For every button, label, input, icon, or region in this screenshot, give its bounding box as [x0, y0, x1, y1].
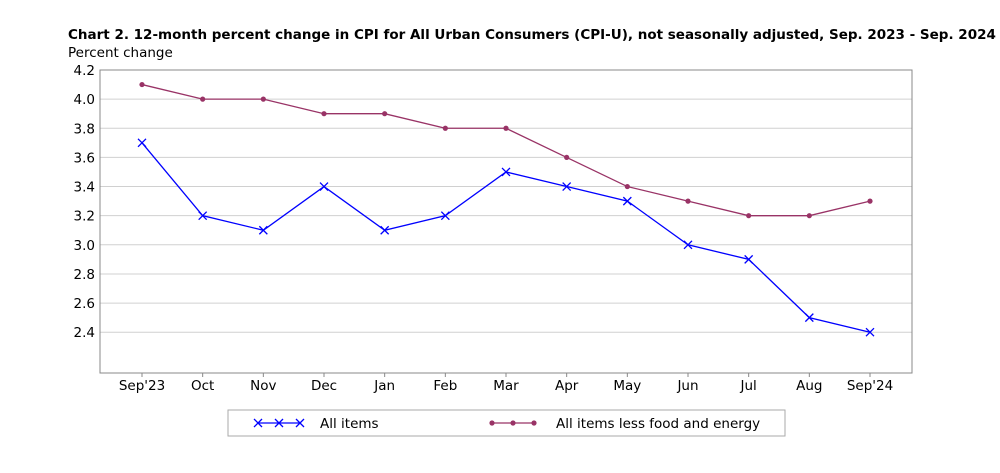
data-point-x-marker: [804, 313, 814, 323]
y-tick-label: 3.0: [74, 238, 95, 254]
data-point-dot-marker: [510, 420, 516, 426]
data-point-dot-marker: [503, 125, 509, 131]
y-tick-label: 4.0: [74, 92, 95, 108]
legend-item: All items less food and energy: [489, 416, 760, 432]
x-tick-label: Oct: [191, 378, 214, 394]
data-point-x-marker: [865, 327, 875, 337]
data-point-x-marker: [198, 211, 208, 221]
x-tick-label: Jan: [373, 378, 395, 394]
data-point-dot-marker: [685, 198, 691, 204]
data-point-dot-marker: [806, 213, 812, 219]
data-point-x-marker: [274, 418, 284, 428]
series-line: [141, 83, 871, 217]
x-tick-label: Sep'24: [847, 378, 893, 394]
data-point-dot-marker: [442, 125, 448, 131]
x-tick-label: Aug: [796, 378, 822, 394]
y-tick-label: 3.4: [74, 180, 95, 196]
gridlines: [100, 69, 912, 333]
data-point-x-marker: [319, 182, 329, 191]
y-tick-label: 2.4: [74, 325, 95, 341]
data-point-x-marker: [744, 254, 754, 264]
data-point-x-marker: [380, 225, 390, 235]
series-group: [137, 81, 875, 337]
y-tick-label: 3.6: [74, 150, 95, 166]
x-tick-label: Mar: [493, 378, 519, 394]
data-point-dot-marker: [867, 198, 873, 204]
x-tick-label: Jul: [740, 378, 757, 394]
x-tick-label: Jun: [676, 378, 698, 394]
data-point-x-marker: [562, 182, 572, 191]
data-point-dot-marker: [531, 420, 537, 426]
x-tick-label: May: [613, 378, 641, 394]
data-point-dot-marker: [564, 154, 570, 161]
legend-item: All items: [253, 416, 379, 432]
x-tick-label: Dec: [311, 378, 337, 394]
chart-title: Chart 2. 12-month percent change in CPI …: [68, 27, 996, 43]
data-point-dot-marker: [489, 420, 495, 426]
data-point-x-marker: [440, 211, 450, 221]
data-point-x-marker: [258, 225, 268, 235]
data-point-x-marker: [683, 240, 693, 250]
y-axis-ticks: 2.4 2.6 2.8 3.0 3.2 3.4 3.6 3.8 4.0 4.2: [74, 63, 95, 341]
data-point-dot-marker: [260, 96, 266, 102]
data-point-dot-marker: [746, 213, 752, 219]
y-tick-label: 4.2: [74, 63, 95, 79]
data-point-dot-marker: [321, 111, 327, 117]
legend-label: All items less food and energy: [556, 416, 760, 432]
y-axis-label: Percent change: [68, 45, 173, 61]
x-tick-label: Apr: [555, 378, 579, 394]
x-tick-label: Sep'23: [119, 378, 165, 394]
data-point-dot-marker: [382, 111, 388, 117]
data-point-dot-marker: [200, 96, 206, 102]
y-tick-label: 2.6: [74, 296, 95, 312]
legend: All items All items less food and energy: [227, 409, 786, 437]
y-tick-label: 3.8: [74, 121, 95, 137]
x-axis-ticks: Sep'23 Oct Nov Dec Jan Feb Mar Apr May Jun Jul Aug S…: [119, 373, 893, 394]
data-point-x-marker: [253, 418, 263, 428]
data-point-dot-marker: [139, 81, 145, 88]
x-tick-label: Nov: [250, 378, 276, 394]
plot-area-frame: [99, 69, 913, 374]
x-tick-label: Feb: [433, 378, 457, 394]
series-core: [139, 81, 873, 219]
y-tick-label: 2.8: [74, 267, 95, 283]
data-point-x-marker: [622, 196, 632, 206]
data-point-dot-marker: [624, 183, 630, 190]
series-all-items: [137, 138, 875, 337]
data-point-x-marker: [137, 138, 147, 148]
y-tick-label: 3.2: [74, 209, 95, 225]
data-point-x-marker: [295, 418, 305, 428]
legend-label: All items: [320, 416, 379, 432]
data-point-x-marker: [501, 167, 511, 177]
